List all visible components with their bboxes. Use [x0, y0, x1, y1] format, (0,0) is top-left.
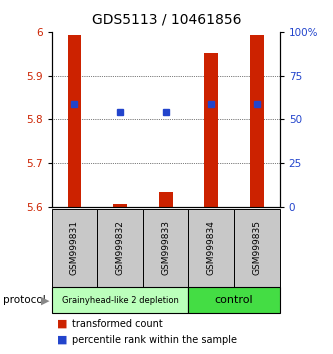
Bar: [234, 209, 280, 287]
Bar: [188, 209, 234, 287]
Text: control: control: [215, 295, 253, 305]
Bar: [188, 287, 280, 313]
Bar: [52, 287, 188, 313]
Text: protocol: protocol: [3, 295, 46, 305]
Text: GSM999831: GSM999831: [70, 220, 79, 275]
Bar: [143, 209, 188, 287]
Bar: [204, 53, 218, 209]
Text: GSM999835: GSM999835: [252, 220, 261, 275]
Bar: [113, 204, 127, 209]
Text: ■: ■: [57, 319, 67, 329]
Text: transformed count: transformed count: [72, 319, 163, 329]
Text: GDS5113 / 10461856: GDS5113 / 10461856: [92, 12, 241, 27]
Bar: [97, 209, 143, 287]
Bar: [52, 209, 97, 287]
Bar: [159, 192, 172, 209]
Text: GSM999834: GSM999834: [207, 220, 216, 275]
Text: percentile rank within the sample: percentile rank within the sample: [72, 335, 236, 345]
Bar: [250, 35, 264, 209]
Bar: [68, 35, 81, 209]
Text: GSM999833: GSM999833: [161, 220, 170, 275]
Text: GSM999832: GSM999832: [116, 220, 125, 275]
Text: Grainyhead-like 2 depletion: Grainyhead-like 2 depletion: [62, 296, 178, 304]
Text: ▶: ▶: [41, 295, 49, 305]
Text: ■: ■: [57, 335, 67, 345]
